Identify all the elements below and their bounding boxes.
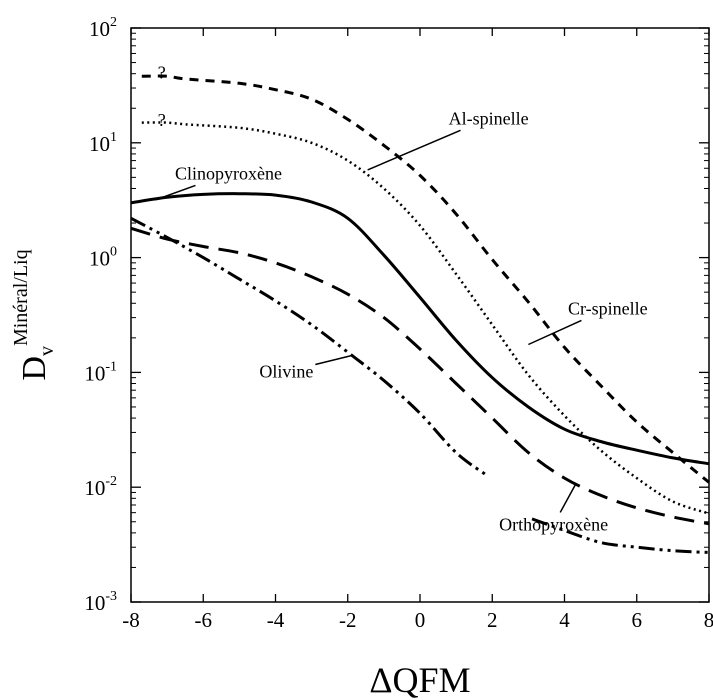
y-tick-label: 100 (89, 245, 117, 271)
leader-line-cr-spinelle (528, 320, 581, 344)
curve-label-cr-spinelle: Cr-spinelle (568, 298, 648, 318)
x-tick-label: -2 (339, 608, 357, 632)
curve-label-clinopyroxene: Clinopyroxène (175, 163, 282, 183)
y-tick-label-exponent: -3 (105, 589, 117, 604)
y-axis-title-sup: Minéral/Liq (10, 249, 32, 346)
x-tick-label: 8 (704, 608, 713, 632)
y-tick-label-base: 10 (89, 247, 110, 271)
y-tick-label: 10-1 (84, 359, 117, 385)
question-mark-annotation: ? (158, 110, 166, 130)
y-tick-label-exponent: 1 (110, 130, 117, 145)
x-tick-label: -4 (267, 608, 285, 632)
x-tick-label: 2 (487, 608, 498, 632)
y-tick-label-exponent: 0 (110, 245, 117, 260)
y-axis-title: Dv Minéral/Liq (10, 249, 58, 380)
y-tick-label-base: 10 (84, 361, 105, 385)
question-mark-annotation: ? (158, 63, 166, 83)
x-tick-label: 0 (415, 608, 426, 632)
axis-titles: ΔQFM Dv Minéral/Liq (10, 249, 471, 700)
y-tick-label: 10-3 (84, 589, 117, 615)
leader-line-orthopyroxene (560, 485, 575, 513)
curve-olivine (131, 218, 485, 474)
y-tick-label-base: 10 (89, 132, 110, 156)
leader-line-al-spinelle (368, 130, 461, 170)
y-axis-title-main: D (16, 356, 53, 381)
curve-cr-spinelle (142, 76, 709, 482)
y-tick-label: 102 (89, 15, 117, 41)
y-tick-label-exponent: -2 (105, 474, 117, 489)
y-tick-label-exponent: 2 (110, 15, 117, 30)
y-tick-label: 10-2 (84, 474, 117, 500)
curve-orthopyroxene (131, 228, 709, 524)
curve-labels: ?? Clinopyroxène Al-spinelle Cr-spinelle Oli… (156, 63, 647, 535)
x-tick-label: -8 (122, 608, 140, 632)
x-tick-label: 6 (632, 608, 643, 632)
x-axis-title: ΔQFM (369, 660, 470, 700)
curve-label-olivine: Olivine (259, 362, 313, 382)
y-axis-title-sub: v (36, 346, 58, 356)
y-tick-label-base: 10 (89, 17, 110, 41)
curve-label-al-spinelle: Al-spinelle (449, 108, 529, 128)
y-tick-label: 101 (89, 130, 117, 156)
curve-clinopyroxene (131, 194, 709, 464)
x-tick-label: 4 (559, 608, 570, 632)
y-tick-label-base: 10 (84, 591, 105, 615)
y-tick-label-exponent: -1 (105, 359, 117, 374)
curve-label-orthopyroxene: Orthopyroxène (499, 514, 608, 534)
leader-line-olivine (315, 356, 351, 365)
y-tick-label-base: 10 (84, 476, 105, 500)
x-tick-label: -6 (195, 608, 213, 632)
